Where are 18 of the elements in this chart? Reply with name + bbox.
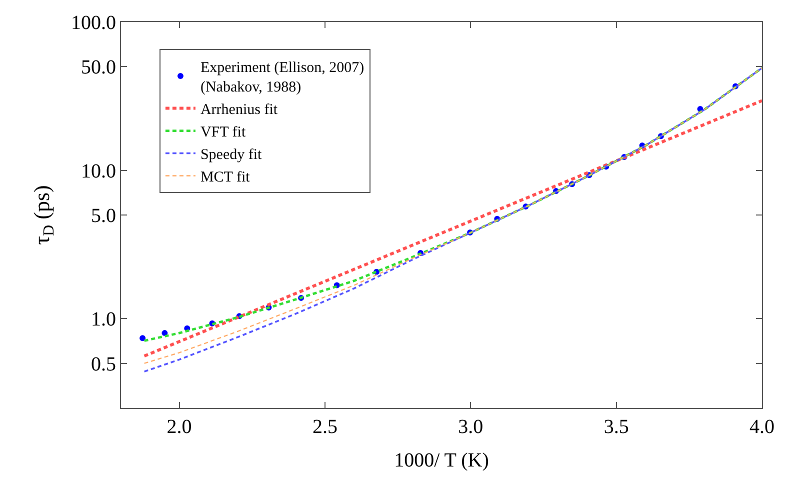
legend-label: MCT fit bbox=[200, 170, 251, 186]
y-tick-label: 5.0 bbox=[91, 205, 116, 227]
point bbox=[140, 335, 146, 342]
y-tick-label: 50.0 bbox=[81, 56, 116, 79]
legend-label: Experiment (Ellison, 2007) (Nabakov, 1988) bbox=[200, 60, 364, 96]
x-tick-label: 2.5 bbox=[312, 416, 338, 438]
x-tick-label: 2.0 bbox=[166, 416, 192, 438]
x-tick-label: 4.0 bbox=[750, 416, 774, 438]
legend-label: Speedy fit bbox=[200, 147, 263, 164]
legend-label: Arrhenius fit bbox=[200, 102, 278, 118]
legend-label: VFT fit bbox=[200, 124, 246, 141]
x-tick-label: 3.0 bbox=[458, 416, 484, 438]
y-tick-label: 100.0 bbox=[71, 12, 116, 34]
x-axis-title: 1000/ T (K) bbox=[394, 450, 489, 472]
y-tick-label: 10.0 bbox=[81, 160, 116, 182]
x-tick-label: 3.5 bbox=[604, 416, 629, 438]
y-tick-label: 1.0 bbox=[91, 308, 116, 331]
y-tick-label: 0.5 bbox=[91, 353, 116, 376]
